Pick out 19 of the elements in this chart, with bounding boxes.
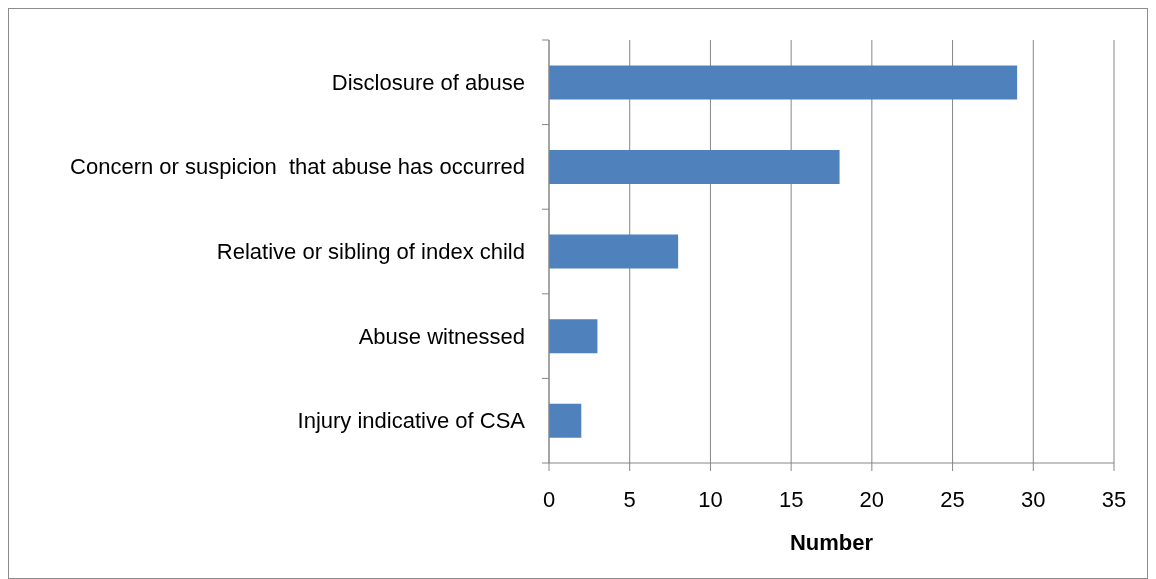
bar: [549, 149, 840, 184]
bar: [549, 319, 598, 354]
x-tick-label: 5: [623, 486, 636, 512]
y-tick-label: Disclosure of abuse: [331, 69, 525, 95]
bar: [549, 234, 679, 269]
x-tick-label: 30: [1021, 486, 1046, 512]
y-tick-label: Abuse witnessed: [358, 323, 525, 349]
bar: [549, 403, 582, 438]
x-tick-label: 0: [542, 486, 556, 512]
y-tick-label: Injury indicative of CSA: [297, 408, 526, 434]
y-tick-label: Relative or sibling of index child: [216, 239, 525, 264]
bar: [549, 65, 1018, 100]
y-tick-label: Concern or suspicion that abuse has occurred: [70, 154, 525, 180]
x-tick-label: 25: [940, 486, 965, 512]
x-tick-label: 15: [778, 486, 804, 512]
x-tick-label: 10: [698, 486, 723, 512]
x-tick-label: 35: [1101, 486, 1127, 512]
x-tick-label: 20: [859, 486, 885, 512]
x-axis-title: Number: [789, 530, 874, 555]
